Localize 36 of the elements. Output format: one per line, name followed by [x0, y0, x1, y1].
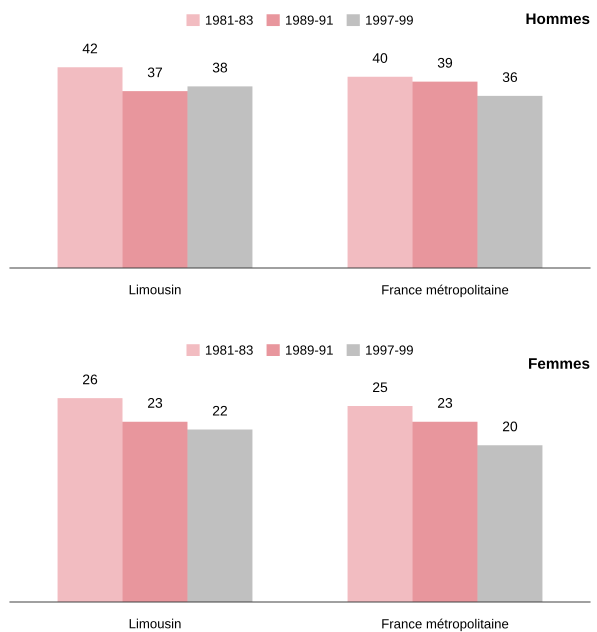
data-label: 42 — [82, 44, 98, 54]
bar — [412, 82, 478, 268]
x-tick-label: France métropolitaine — [382, 284, 508, 298]
bar — [348, 406, 413, 602]
data-label: 26 — [83, 374, 98, 384]
chart-title: Hommes — [526, 13, 590, 24]
bar — [58, 67, 123, 268]
x-tick-label: France métropolitaine — [382, 618, 508, 632]
legend-label: 1989-91 — [286, 345, 333, 355]
data-label: 23 — [438, 398, 452, 408]
data-label: 20 — [502, 422, 518, 432]
bar — [58, 398, 123, 602]
legend-label: 1997-99 — [366, 15, 413, 25]
data-label: 23 — [148, 398, 162, 408]
bar — [477, 96, 542, 268]
bar — [122, 91, 188, 268]
data-label: 36 — [502, 72, 518, 82]
data-label: 38 — [212, 62, 228, 72]
legend-label: 1989-91 — [286, 15, 333, 25]
legend-label: 1997-99 — [366, 345, 413, 355]
chart-title: Femmes — [529, 358, 590, 369]
legend-label: 1981-83 — [206, 15, 253, 25]
data-label: 25 — [373, 382, 388, 392]
data-label: 22 — [212, 406, 227, 416]
data-label: 37 — [148, 67, 162, 78]
bar — [187, 86, 252, 268]
data-label: 39 — [438, 58, 452, 68]
x-tick-label: Limousin — [130, 618, 181, 628]
bar — [477, 445, 542, 602]
legend-label: 1981-83 — [206, 345, 253, 355]
bar — [122, 422, 188, 602]
x-tick-label: Limousin — [130, 284, 181, 294]
data-label: 40 — [372, 53, 388, 63]
bar — [412, 422, 478, 602]
bar — [187, 430, 252, 602]
bar — [348, 76, 413, 268]
